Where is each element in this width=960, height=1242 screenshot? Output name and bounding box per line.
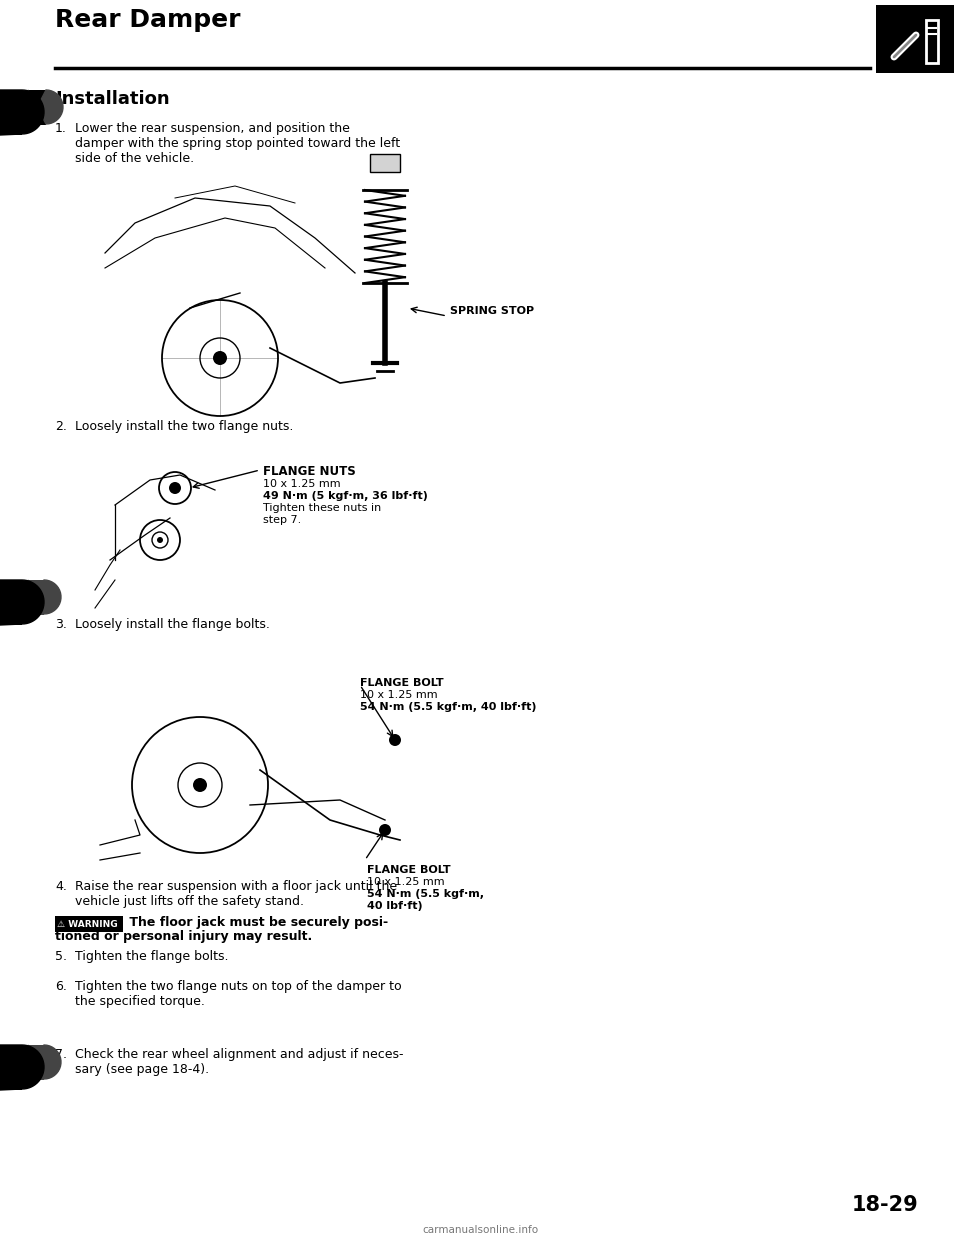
Text: 2.: 2. xyxy=(55,420,67,433)
Text: 40 lbf·ft): 40 lbf·ft) xyxy=(367,900,422,910)
Text: 10 x 1.25 mm: 10 x 1.25 mm xyxy=(263,479,341,489)
Text: Loosely install the flange bolts.: Loosely install the flange bolts. xyxy=(75,619,270,631)
Circle shape xyxy=(157,537,163,543)
Polygon shape xyxy=(28,89,63,125)
Bar xyxy=(0,580,22,625)
Text: FLANGE NUTS: FLANGE NUTS xyxy=(263,465,356,478)
Text: Lower the rear suspension, and position the
damper with the spring stop pointed : Lower the rear suspension, and position … xyxy=(75,122,400,165)
Text: 3.: 3. xyxy=(55,619,67,631)
Circle shape xyxy=(389,734,401,746)
Text: SPRING STOP: SPRING STOP xyxy=(450,306,534,315)
Bar xyxy=(0,89,22,135)
Text: 18-29: 18-29 xyxy=(852,1195,918,1215)
Circle shape xyxy=(193,777,207,792)
Text: ⚠ WARNING: ⚠ WARNING xyxy=(57,919,118,929)
Text: The floor jack must be securely posi-: The floor jack must be securely posi- xyxy=(125,917,388,929)
Text: Tighten the two flange nuts on top of the damper to
the specified torque.: Tighten the two flange nuts on top of th… xyxy=(75,980,401,1009)
Text: 54 N·m (5.5 kgf·m, 40 lbf·ft): 54 N·m (5.5 kgf·m, 40 lbf·ft) xyxy=(360,702,537,712)
Bar xyxy=(876,5,954,73)
Bar xyxy=(28,1045,44,1081)
Text: Check the rear wheel alignment and adjust if neces-
sary (see page 18-4).: Check the rear wheel alignment and adjus… xyxy=(75,1048,403,1076)
Text: 10 x 1.25 mm: 10 x 1.25 mm xyxy=(367,877,444,887)
Text: 6.: 6. xyxy=(55,980,67,994)
Text: Tighten these nuts in: Tighten these nuts in xyxy=(263,503,381,513)
Text: 49 N·m (5 kgf·m, 36 lbf·ft): 49 N·m (5 kgf·m, 36 lbf·ft) xyxy=(263,491,428,501)
Text: 4.: 4. xyxy=(55,881,67,893)
Bar xyxy=(28,89,46,125)
Bar xyxy=(0,1045,22,1090)
Text: step 7.: step 7. xyxy=(263,515,301,525)
Text: 54 N·m (5.5 kgf·m,: 54 N·m (5.5 kgf·m, xyxy=(367,889,484,899)
Text: 7.: 7. xyxy=(55,1048,67,1061)
Text: Tighten the flange bolts.: Tighten the flange bolts. xyxy=(75,950,228,963)
Text: FLANGE BOLT: FLANGE BOLT xyxy=(360,678,444,688)
Text: 5.: 5. xyxy=(55,950,67,963)
Text: Raise the rear suspension with a floor jack until the
vehicle just lifts off the: Raise the rear suspension with a floor j… xyxy=(75,881,397,908)
Text: Loosely install the two flange nuts.: Loosely install the two flange nuts. xyxy=(75,420,294,433)
Circle shape xyxy=(379,823,391,836)
Text: tioned or personal injury may result.: tioned or personal injury may result. xyxy=(55,930,312,943)
Circle shape xyxy=(213,351,227,365)
Circle shape xyxy=(169,482,181,494)
Bar xyxy=(370,154,400,171)
Text: 10 x 1.25 mm: 10 x 1.25 mm xyxy=(360,691,438,700)
Polygon shape xyxy=(0,1045,44,1090)
Text: Rear Damper: Rear Damper xyxy=(55,7,241,32)
Bar xyxy=(28,580,44,615)
Polygon shape xyxy=(0,89,44,135)
Text: FLANGE BOLT: FLANGE BOLT xyxy=(367,864,450,876)
Polygon shape xyxy=(28,1045,60,1081)
Bar xyxy=(926,20,938,63)
Polygon shape xyxy=(28,580,60,615)
Text: carmanualsonline.info: carmanualsonline.info xyxy=(422,1225,538,1235)
Text: 1.: 1. xyxy=(55,122,67,135)
Text: Installation: Installation xyxy=(55,89,170,108)
Polygon shape xyxy=(0,580,44,625)
Bar xyxy=(55,917,123,932)
